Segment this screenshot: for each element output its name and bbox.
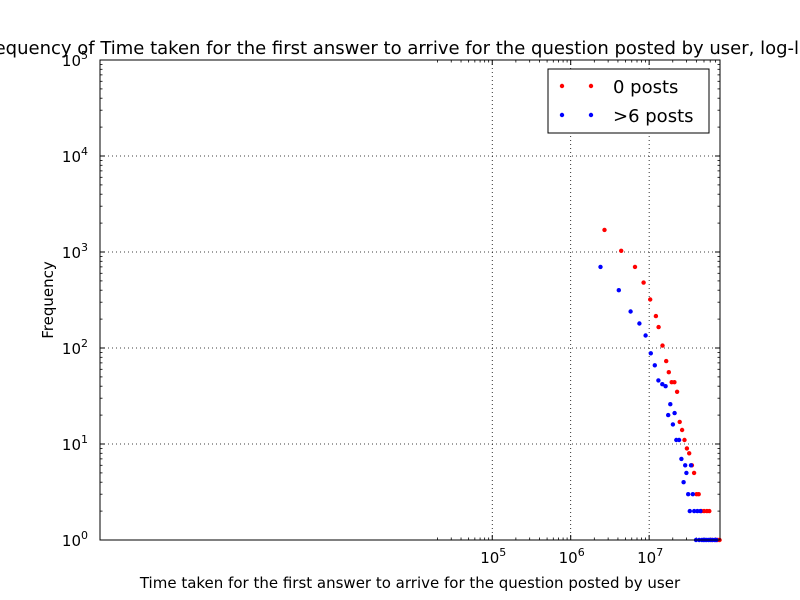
data-point-over-6-posts [692, 508, 697, 514]
legend-marker-6-posts-left [559, 112, 565, 118]
data-point-over-6-posts [679, 456, 684, 462]
y-tick-label: 102 [62, 337, 88, 358]
data-point-0-posts [684, 446, 690, 451]
data-point-over-6-posts [643, 333, 648, 338]
data-point-0-posts [707, 508, 712, 514]
data-point-over-6-posts [672, 410, 677, 416]
data-point-0-posts [679, 427, 685, 433]
data-point-over-6-posts [656, 378, 661, 383]
legend: 0 posts >6 posts [547, 68, 710, 134]
x-tick-base: 10 [637, 549, 656, 567]
data-point-0-posts [691, 470, 697, 476]
data-point-0-posts [696, 492, 701, 497]
data-point-over-6-posts [686, 492, 691, 497]
x-tick-exponent: 6 [578, 546, 585, 559]
data-point-over-6-posts [684, 470, 689, 476]
data-point-over-6-posts [681, 480, 686, 485]
data-point-0-posts [666, 370, 671, 375]
y-tick-label: 104 [62, 145, 88, 166]
y-tick-base: 10 [62, 244, 81, 262]
data-point-0-posts [677, 419, 682, 425]
data-point-0-posts [653, 313, 659, 319]
y-tick-exponent: 1 [81, 433, 88, 446]
data-point-0-posts [672, 380, 677, 385]
data-point-0-posts [674, 389, 680, 394]
plot-frame [99, 59, 721, 541]
data-point-over-6-posts [663, 384, 668, 389]
legend-marker-0-posts-left [559, 83, 565, 89]
y-tick-exponent: 2 [81, 337, 88, 350]
y-tick-base: 10 [62, 340, 81, 358]
data-point-over-6-posts [648, 351, 653, 356]
y-tick-exponent: 0 [81, 529, 88, 542]
data-point-over-6-posts [670, 422, 676, 427]
y-tick-label: 103 [62, 241, 88, 262]
legend-box [547, 68, 710, 134]
data-point-0-posts [648, 297, 653, 302]
data-point-0-posts [641, 280, 646, 285]
data-point-over-6-posts [598, 264, 603, 270]
y-axis-label: Frequency [39, 261, 57, 339]
legend-label-6-posts: >6 posts [613, 106, 694, 127]
data-point-over-6-posts [637, 321, 642, 326]
y-tick-label: 101 [62, 433, 88, 454]
x-tick-exponent: 7 [656, 546, 663, 559]
y-tick-base: 10 [62, 532, 81, 550]
data-point-0-posts [656, 324, 661, 330]
data-point-0-posts [682, 437, 687, 443]
y-tick-base: 10 [62, 436, 81, 454]
chart-title: Frequency of Time taken for the first an… [0, 38, 800, 59]
legend-label-0-posts: 0 posts [613, 77, 678, 98]
y-tick-label: 100 [62, 529, 88, 550]
data-point-over-6-posts [690, 492, 695, 497]
y-tick-exponent: 4 [81, 145, 88, 158]
legend-marker-0-posts-right [588, 83, 594, 89]
data-point-over-6-posts [652, 363, 657, 368]
data-point-over-6-posts [698, 508, 703, 514]
x-tick-label: 106 [559, 546, 585, 567]
y-tick-base: 10 [62, 148, 81, 166]
x-tick-base: 10 [480, 549, 499, 567]
data-point-0-posts [632, 264, 638, 270]
legend-marker-6-posts-right [588, 112, 594, 118]
y-tick-base: 10 [62, 52, 81, 70]
data-point-0-posts [687, 451, 692, 456]
data-point-0-posts [602, 227, 607, 233]
x-tick-label: 105 [480, 546, 506, 567]
data-point-over-6-posts [676, 437, 682, 443]
data-point-over-6-posts [687, 508, 692, 514]
data-point-over-6-posts [666, 412, 671, 418]
data-point-0-posts [619, 248, 624, 253]
y-tick-exponent: 5 [81, 49, 88, 62]
y-tick-exponent: 3 [81, 241, 88, 254]
data-point-0-posts [664, 358, 669, 364]
data-point-0-posts [660, 343, 665, 348]
y-tick-label: 105 [62, 49, 88, 70]
data-point-over-6-posts [688, 463, 694, 468]
x-tick-exponent: 5 [499, 546, 506, 559]
x-axis-label: Time taken for the first answer to arriv… [139, 574, 681, 592]
data-point-over-6-posts [616, 288, 621, 293]
data-point-over-6-posts [628, 309, 633, 314]
data-point-over-6-posts [660, 382, 665, 387]
data-point-over-6-posts [668, 402, 673, 407]
x-tick-label: 107 [637, 546, 663, 567]
x-tick-base: 10 [559, 549, 578, 567]
data-point-over-6-posts [683, 463, 688, 468]
